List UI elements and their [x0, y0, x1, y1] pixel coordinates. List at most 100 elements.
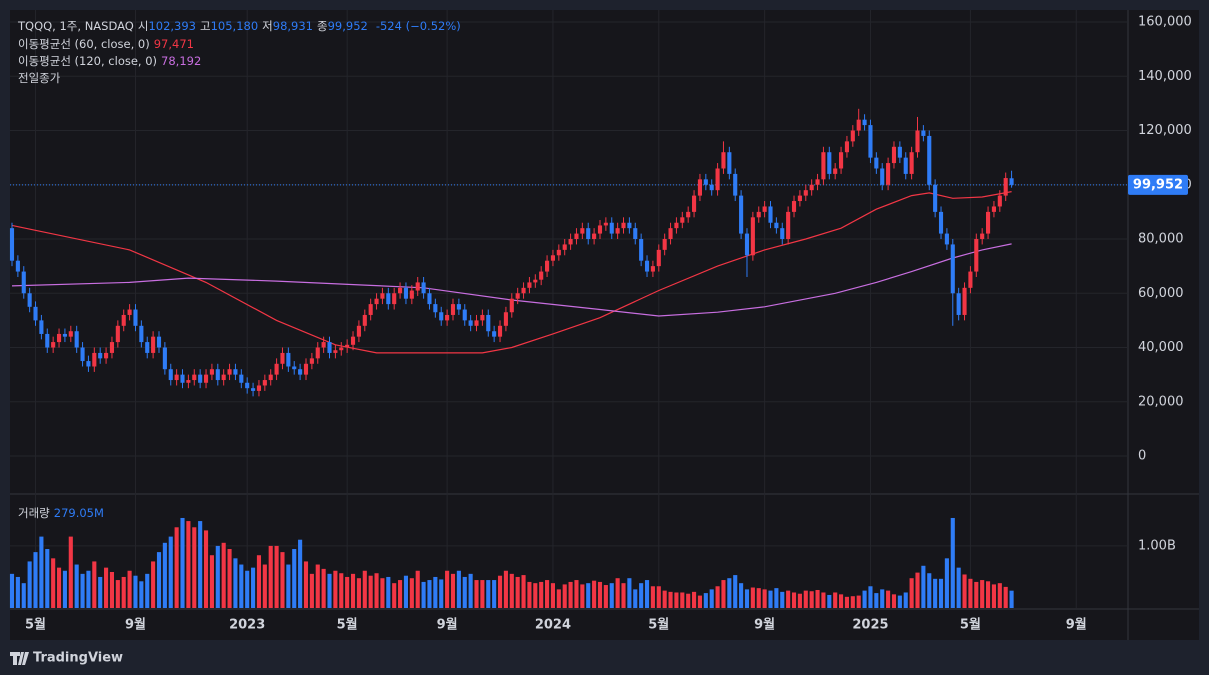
- volume-bar: [251, 567, 256, 608]
- volume-bar: [503, 570, 508, 608]
- volume-bar: [833, 592, 838, 608]
- candle-body: [251, 388, 256, 391]
- candle-body: [568, 239, 573, 245]
- candle-body: [603, 222, 608, 226]
- volume-bar: [733, 575, 738, 608]
- candle-body: [280, 352, 285, 364]
- candle-body: [374, 298, 379, 305]
- candle-body: [327, 342, 332, 353]
- volume-bar: [709, 589, 714, 608]
- candle-body: [644, 260, 650, 272]
- volume-bar: [809, 591, 814, 608]
- y-tick-label: 120,000: [1138, 123, 1192, 138]
- candle-body: [403, 287, 409, 299]
- volume-bar: [921, 565, 926, 608]
- candle-body: [497, 325, 503, 337]
- volume-bar: [1009, 590, 1014, 608]
- candle-body: [145, 342, 150, 353]
- volume-bar: [827, 594, 832, 608]
- candle-body: [274, 363, 279, 375]
- candle-body: [844, 141, 849, 153]
- volume-bar: [556, 589, 561, 608]
- candle-body: [221, 374, 226, 381]
- volume-bar: [744, 589, 750, 608]
- candle-body: [938, 211, 944, 234]
- brand-name: TradingView: [33, 651, 123, 666]
- volume-bar: [974, 581, 979, 608]
- candle-body: [791, 201, 797, 212]
- volume-bar: [674, 592, 679, 608]
- volume-bar: [603, 585, 608, 608]
- volume-bar: [497, 575, 503, 608]
- volume-bar: [350, 573, 356, 608]
- candle-body: [198, 374, 203, 383]
- candle-body: [556, 249, 561, 256]
- volume-bar: [903, 592, 908, 608]
- volume-bar: [980, 580, 985, 608]
- volume-bar: [627, 578, 632, 608]
- candle-body: [703, 179, 708, 185]
- volume-bar: [56, 567, 62, 608]
- candle-body: [368, 304, 373, 315]
- candle-body: [315, 347, 320, 359]
- candle-body: [245, 382, 250, 389]
- y-tick-label: 160,000: [1138, 15, 1192, 30]
- volume-bar: [104, 567, 109, 608]
- last-price-badge: [1128, 174, 1188, 195]
- candle-body: [356, 325, 361, 337]
- candle-body: [592, 233, 597, 240]
- volume-bar: [421, 581, 426, 608]
- candle-body: [480, 314, 485, 321]
- brand-logo: [10, 652, 29, 665]
- volume-bar: [727, 578, 732, 608]
- candle-body: [445, 314, 450, 321]
- volume-bar: [127, 570, 132, 608]
- volume-bar: [997, 583, 1002, 608]
- volume-bar: [539, 581, 544, 608]
- candle-body: [439, 312, 444, 321]
- candle-body: [891, 146, 897, 164]
- candle-body: [715, 168, 720, 191]
- candle-body: [398, 287, 403, 294]
- volume-bar: [686, 593, 691, 608]
- volume-bar: [703, 593, 708, 608]
- volume-bar: [62, 570, 67, 608]
- prev-close: 전일종가: [18, 71, 61, 85]
- candle-body: [262, 380, 267, 386]
- volume-bar: [668, 591, 673, 608]
- volume-bar: [909, 578, 914, 608]
- candle-body: [827, 152, 832, 174]
- candle-body: [733, 173, 738, 196]
- y-tick-label: 140,000: [1138, 69, 1192, 84]
- volume-bar: [239, 564, 244, 608]
- candle-body: [104, 352, 109, 359]
- volume-bar: [339, 573, 344, 608]
- candle-body: [162, 347, 167, 370]
- candle-body: [986, 211, 991, 234]
- candle-body: [509, 298, 514, 313]
- volume-bar: [151, 561, 156, 608]
- candle-body: [744, 233, 750, 256]
- volume-bar: [145, 573, 150, 608]
- x-tick-label: 2024: [535, 618, 571, 633]
- candle-body: [527, 282, 532, 288]
- x-tick-label: 5월: [960, 617, 981, 633]
- volume-bar: [891, 594, 897, 608]
- volume-bar: [938, 578, 944, 608]
- volume-bar: [280, 552, 285, 608]
- candle-body: [233, 369, 238, 375]
- candle-body: [468, 320, 473, 326]
- candle-body: [192, 374, 197, 381]
- ohlc-label: 종: [317, 19, 328, 33]
- x-tick-label: 9월: [754, 617, 775, 633]
- candle-body: [980, 233, 985, 240]
- volume-bar: [574, 580, 579, 608]
- volume-bar: [868, 586, 873, 608]
- volume-bar: [786, 590, 791, 608]
- candle-body: [239, 374, 244, 383]
- volume-bar: [121, 576, 126, 608]
- candle-body: [597, 225, 603, 234]
- candle-body: [298, 369, 303, 375]
- volume-bar: [839, 594, 844, 608]
